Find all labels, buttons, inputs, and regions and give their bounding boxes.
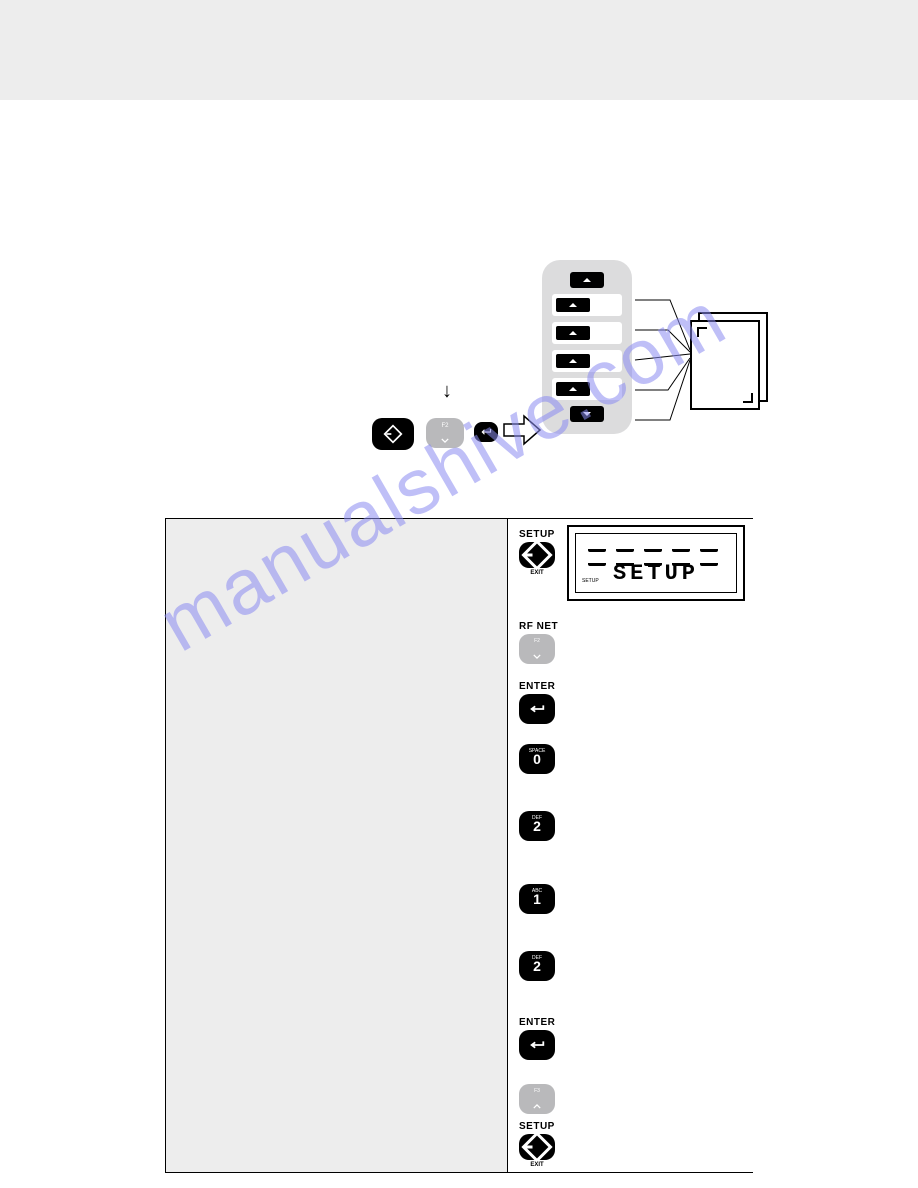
enter-return-icon [480, 427, 492, 437]
step-label: ENTER [519, 681, 739, 692]
digit-key: DEF 2 [519, 811, 555, 841]
menu-row [552, 322, 622, 344]
f2-key: F2 [426, 418, 464, 448]
f2-key: F2 [519, 634, 555, 664]
up-cap [570, 272, 604, 288]
enter-return-icon [528, 1038, 546, 1052]
step-f3: F3 [519, 1084, 739, 1114]
digit-key: SPACE 0 [519, 744, 555, 774]
top-band [0, 0, 918, 100]
setup-exit-key: EXIT [519, 542, 555, 572]
key-super: DEF [532, 955, 542, 961]
chevron-down-icon [533, 654, 541, 659]
key-super: ABC [532, 888, 542, 894]
chevron-up-icon [533, 1104, 541, 1109]
menu-stack [542, 260, 632, 434]
step-rfnet: RF NET F2 [519, 621, 739, 664]
menu-row [552, 378, 622, 400]
step-0: SPACE 0 [519, 744, 739, 774]
step-2a: DEF 2 [519, 811, 739, 841]
big-arrow-icon [502, 410, 542, 450]
panel-left [166, 519, 508, 1172]
key-super: SPACE [529, 748, 546, 754]
step-setup: SETUP EXIT [519, 529, 739, 572]
chevron-down-icon [441, 438, 449, 443]
digit-key: ABC 1 [519, 884, 555, 914]
menu-row [552, 294, 622, 316]
flow-diagram: ↓ F2 [350, 260, 810, 510]
menu-row [552, 350, 622, 372]
key-super: DEF [532, 815, 542, 821]
step-1: ABC 1 [519, 884, 739, 914]
step-2b: DEF 2 [519, 951, 739, 981]
diamond-icon [383, 424, 403, 444]
down-arrow-icon: ↓ [442, 380, 452, 403]
enter-key [519, 1030, 555, 1060]
enter-return-icon [528, 702, 546, 716]
digit-key: DEF 2 [519, 951, 555, 981]
instruction-panel: SETUP SETUP SETUP EXIT RF NET F2 ENTER [165, 518, 753, 1173]
diamond-arrow-icon [519, 1129, 555, 1165]
step-enter: ENTER [519, 681, 739, 724]
step-setup2: SETUP EXIT [519, 1121, 739, 1164]
enter-key [519, 694, 555, 724]
f3-key: F3 [519, 1084, 555, 1114]
step-enter2: ENTER [519, 1017, 739, 1060]
key-inner-text: F2 [534, 638, 540, 644]
enter-key [474, 422, 498, 442]
setup-exit-key: EXIT [519, 1134, 555, 1164]
step-label: ENTER [519, 1017, 739, 1028]
panel-right: SETUP SETUP SETUP EXIT RF NET F2 ENTER [509, 519, 754, 1172]
diamond-arrow-icon [519, 537, 555, 573]
step-label: RF NET [519, 621, 739, 632]
key-inner-text: F3 [534, 1088, 540, 1094]
shift-key [372, 418, 414, 450]
down-cap [570, 406, 604, 422]
